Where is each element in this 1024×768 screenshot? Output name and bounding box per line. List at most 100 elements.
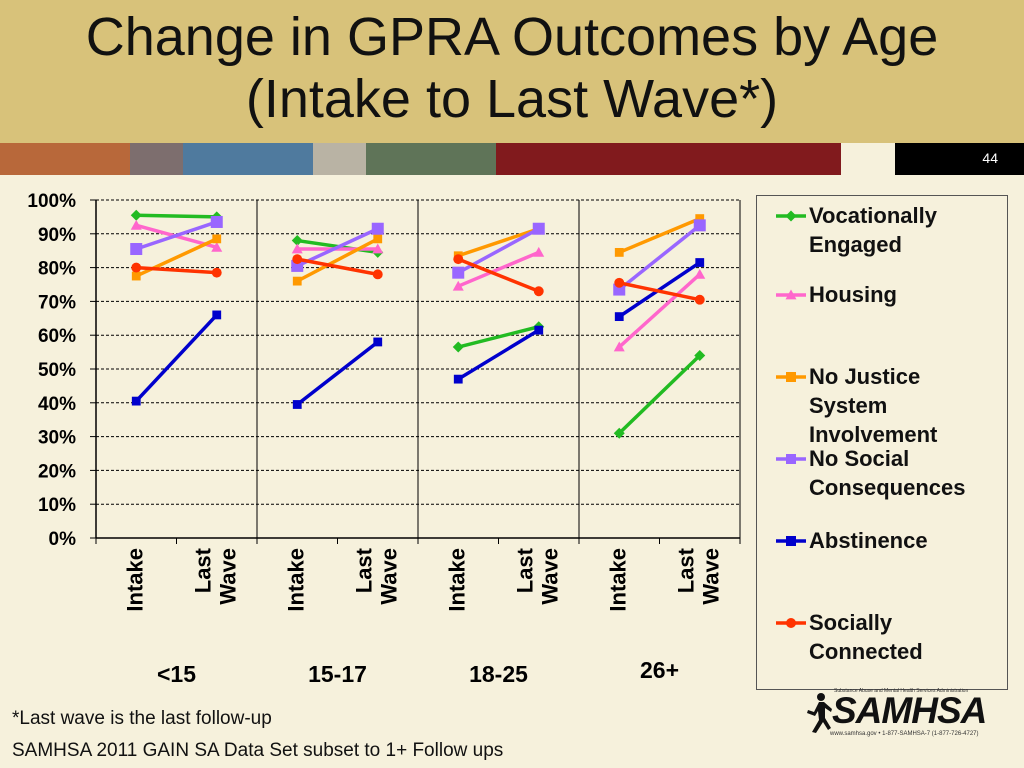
legend-label: Socially Connected bbox=[809, 610, 923, 664]
legend-label: No Social Consequences bbox=[809, 446, 966, 500]
data-point bbox=[453, 254, 464, 265]
y-tick-label: 60% bbox=[38, 326, 76, 347]
series-line bbox=[134, 313, 219, 403]
series-line bbox=[457, 325, 540, 349]
stripe-segment bbox=[895, 143, 1024, 175]
title-band bbox=[0, 0, 1024, 143]
data-point bbox=[614, 312, 624, 322]
age-group-label: 15-17 bbox=[308, 661, 367, 687]
x-tick-label: Wave bbox=[698, 548, 723, 605]
stripe-segment bbox=[313, 143, 366, 175]
data-point bbox=[211, 267, 222, 278]
logo-url: www.samhsa.gov • 1-877-SAMHSA-7 (1-877-7… bbox=[830, 731, 979, 737]
data-point bbox=[130, 243, 143, 256]
page-number: 44 bbox=[982, 150, 998, 166]
series-line bbox=[457, 227, 540, 258]
legend-label: No Justice System Involvement bbox=[809, 364, 938, 447]
legend-label: Vocationally Engaged bbox=[809, 203, 937, 257]
series-line bbox=[136, 213, 217, 219]
data-point bbox=[452, 341, 464, 353]
data-point bbox=[613, 427, 625, 439]
logo-wordmark: SAMHSA bbox=[832, 690, 987, 731]
x-tick-label: Wave bbox=[215, 548, 240, 605]
age-group-label: <15 bbox=[157, 661, 196, 687]
color-stripe bbox=[0, 143, 1024, 175]
series-line bbox=[136, 265, 217, 275]
stripe-segment bbox=[130, 143, 183, 175]
legend-swatch bbox=[776, 372, 806, 382]
x-tick-label: Intake bbox=[605, 548, 630, 612]
age-group-label: 26+ bbox=[640, 657, 679, 683]
data-point bbox=[210, 215, 223, 228]
data-point bbox=[373, 234, 383, 244]
logo-tagline: Substance Abuse and Mental Health Servic… bbox=[834, 688, 969, 694]
data-point bbox=[292, 276, 302, 286]
data-point bbox=[613, 341, 625, 352]
footnote: *Last wave is the last follow-up bbox=[12, 708, 272, 729]
data-point bbox=[131, 262, 142, 273]
y-tick-label: 40% bbox=[38, 394, 76, 415]
data-point bbox=[371, 222, 384, 235]
data-point bbox=[453, 374, 463, 384]
data-point bbox=[291, 243, 303, 254]
data-point bbox=[694, 294, 705, 305]
series-line bbox=[618, 354, 701, 435]
data-point bbox=[695, 258, 705, 267]
x-tick-label: Last bbox=[351, 547, 376, 593]
stripe-segment bbox=[0, 143, 130, 175]
y-tick-label: 100% bbox=[27, 191, 76, 212]
series-line bbox=[135, 220, 218, 251]
x-tick-label: Intake bbox=[283, 548, 308, 612]
y-tick-label: 30% bbox=[38, 428, 76, 449]
series-line bbox=[618, 273, 701, 349]
y-tick-label: 70% bbox=[38, 292, 76, 313]
data-point bbox=[614, 277, 625, 288]
stripe-gap bbox=[841, 143, 895, 175]
data-point bbox=[532, 222, 545, 235]
stripe-segment bbox=[183, 143, 313, 175]
data-point bbox=[533, 246, 545, 257]
x-tick-label: Last bbox=[673, 547, 698, 593]
samhsa-logo: Substance Abuse and Mental Health Servic… bbox=[806, 688, 996, 740]
legend-swatch bbox=[776, 536, 806, 546]
series-line bbox=[618, 216, 701, 255]
x-tick-label: Wave bbox=[537, 548, 562, 605]
y-tick-label: 0% bbox=[49, 529, 77, 550]
y-tick-label: 80% bbox=[38, 259, 76, 280]
legend-swatch bbox=[776, 210, 806, 222]
data-point bbox=[372, 269, 383, 280]
data-point bbox=[131, 396, 141, 406]
series-line bbox=[457, 257, 540, 293]
data-point bbox=[291, 235, 303, 247]
data-point bbox=[211, 241, 223, 252]
data-point bbox=[292, 400, 302, 409]
data-point bbox=[130, 219, 142, 230]
data-point bbox=[373, 337, 383, 347]
series-line bbox=[296, 227, 379, 268]
x-tick-label: Intake bbox=[122, 548, 147, 612]
data-point bbox=[212, 234, 222, 244]
slide-title: Change in GPRA Outcomes by Age (Intake t… bbox=[85, 7, 939, 129]
series-line bbox=[457, 250, 540, 288]
data-point bbox=[614, 247, 624, 257]
data-point bbox=[130, 209, 142, 221]
chart-legend: Vocationally Engaged Housing No Justice Sy… bbox=[756, 195, 1008, 690]
data-point bbox=[533, 286, 544, 297]
data-point bbox=[452, 280, 464, 291]
data-point bbox=[452, 266, 465, 279]
series-line bbox=[618, 281, 701, 302]
series-line bbox=[296, 340, 379, 406]
x-tick-label: Last bbox=[512, 547, 537, 593]
legend-swatch bbox=[776, 454, 806, 464]
legend-swatch bbox=[776, 618, 806, 628]
age-group-label: 18-25 bbox=[469, 661, 528, 687]
stripe-segment bbox=[366, 143, 496, 175]
stripe-segment bbox=[496, 143, 841, 175]
data-point bbox=[693, 219, 706, 232]
x-tick-label: Wave bbox=[376, 548, 401, 605]
data-point bbox=[372, 243, 384, 254]
y-tick-label: 50% bbox=[38, 360, 76, 381]
data-point bbox=[694, 349, 706, 361]
y-tick-label: 20% bbox=[38, 461, 76, 482]
series-line bbox=[457, 328, 540, 381]
